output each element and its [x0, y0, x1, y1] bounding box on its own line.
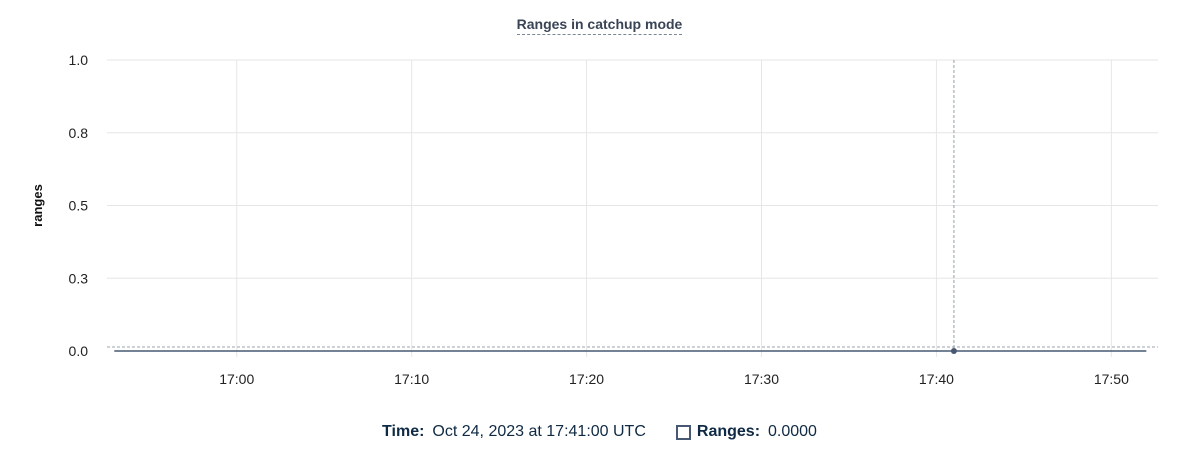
chart-title[interactable]: Ranges in catchup mode [516, 16, 683, 35]
y-tick-label: 0.5 [69, 198, 89, 214]
series-label: Ranges: [696, 423, 761, 440]
time-value: Oct 24, 2023 at 17:41:00 UTC [432, 423, 646, 440]
x-tick-label: 17:30 [744, 371, 779, 387]
series-checkbox[interactable] [675, 424, 691, 440]
y-axis-label: ranges [30, 184, 45, 227]
time-label: Time: [382, 423, 425, 440]
hover-legend: Time: Oct 24, 2023 at 17:41:00 UTC Range… [0, 423, 1199, 441]
x-tick-label: 17:00 [219, 371, 254, 387]
chart-title-wrap: Ranges in catchup mode [0, 16, 1199, 35]
series-value: 0.0000 [768, 423, 817, 440]
y-tick-label: 0.8 [69, 125, 89, 141]
x-tick-label: 17:50 [1094, 371, 1129, 387]
y-tick-label: 0.0 [69, 343, 89, 359]
y-tick-label: 0.3 [69, 270, 89, 286]
x-tick-label: 17:20 [569, 371, 604, 387]
y-tick-label: 1.0 [69, 52, 89, 68]
x-tick-label: 17:40 [919, 371, 954, 387]
x-tick-label: 17:10 [394, 371, 429, 387]
cursor-point [950, 348, 957, 354]
